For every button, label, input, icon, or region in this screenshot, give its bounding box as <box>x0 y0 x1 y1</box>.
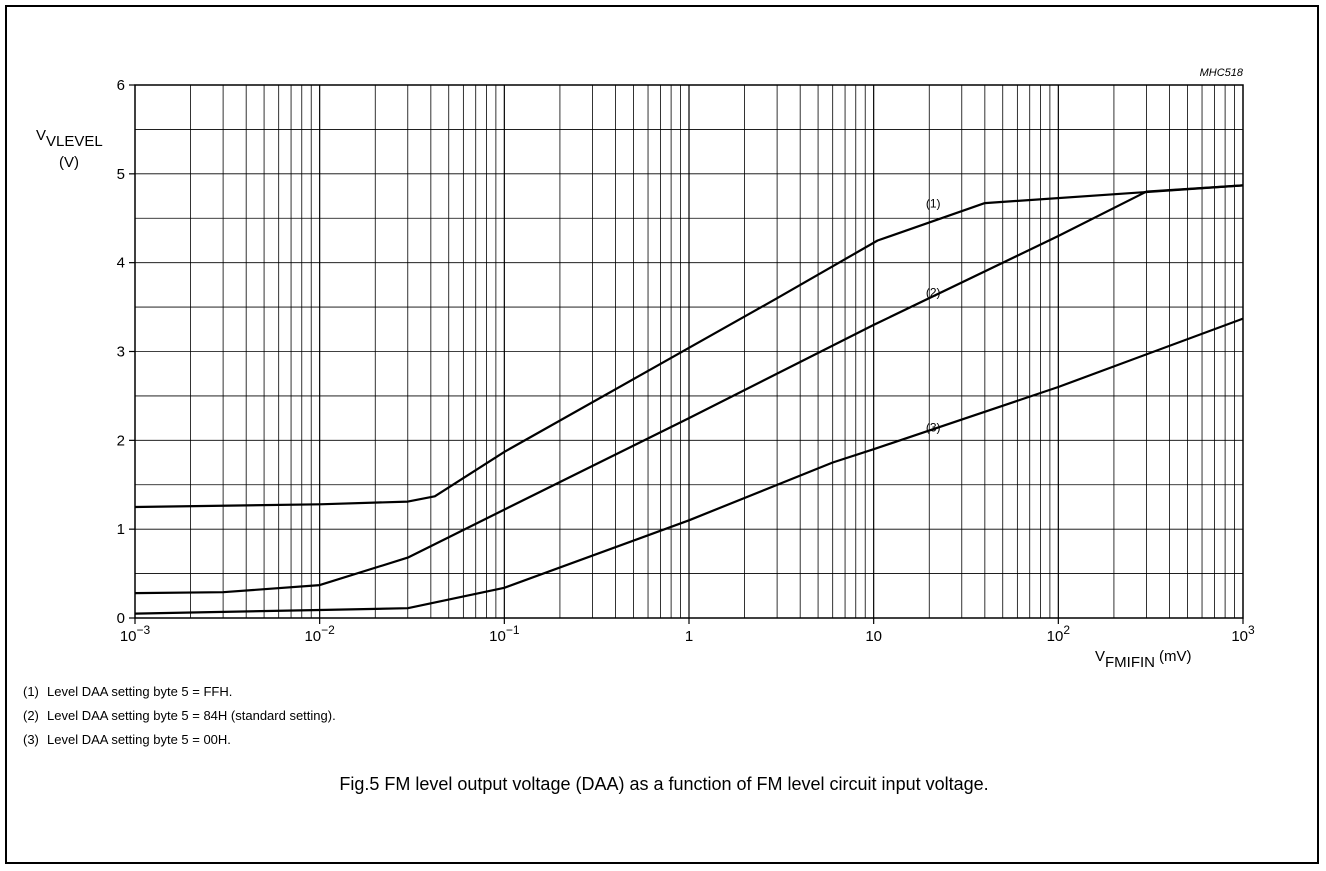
y-tick-label: 3 <box>117 344 125 361</box>
note-1: (1) Level DAA setting byte 5 = FFH. <box>23 680 336 704</box>
x-tick-label: 103 <box>1231 623 1255 645</box>
y-tick-label: 6 <box>117 77 125 94</box>
note-number: (1) <box>23 684 39 699</box>
y-tick-label: 2 <box>117 432 125 449</box>
x-tick-label: 10−3 <box>120 623 151 645</box>
note-number: (2) <box>23 708 39 723</box>
series-line-1 <box>134 184 1244 509</box>
note-3: (3) Level DAA setting byte 5 = 00H. <box>23 728 336 752</box>
figure-caption: Fig.5 FM level output voltage (DAA) as a… <box>339 774 989 794</box>
y-tick-label: 5 <box>117 166 125 183</box>
note-text: Level DAA setting byte 5 = FFH. <box>47 684 233 699</box>
series-label-1: (1) <box>926 197 941 211</box>
x-tick-label: 10 <box>865 628 882 645</box>
note-text: Level DAA setting byte 5 = 00H. <box>47 732 231 747</box>
x-tick-label: 10−1 <box>489 623 520 645</box>
y-tick-label: 4 <box>117 255 125 272</box>
fm-level-chart: 0 1 2 3 4 5 6 10−3 10−2 10−1 1 10 102 103 (1) (2) (3) MH… <box>36 67 1255 671</box>
y-axis-unit: (V) <box>59 154 79 171</box>
note-text: Level DAA setting byte 5 = 84H (standard… <box>47 708 336 723</box>
x-tick-label: 1 <box>685 628 693 645</box>
figure-code: MHC518 <box>1200 67 1244 79</box>
series-line-2 <box>134 184 1244 595</box>
figure-frame: 0 1 2 3 4 5 6 10−3 10−2 10−1 1 10 102 103 (1) (2) (3) MH… <box>5 5 1319 864</box>
series-label-2: (2) <box>926 285 941 299</box>
notes-list: (1) Level DAA setting byte 5 = FFH. (2) Le… <box>23 680 336 752</box>
axes <box>129 84 1244 624</box>
x-tick-label: 10−2 <box>304 623 335 645</box>
x-axis-label: VFMIFIN (mV) <box>1095 648 1192 671</box>
grid <box>135 85 1243 618</box>
y-axis-label: VVLEVEL <box>36 127 103 150</box>
y-tick-label: 1 <box>117 521 125 538</box>
series-line-3 <box>134 317 1244 615</box>
y-tick-label: 0 <box>117 610 125 627</box>
series-label-3: (3) <box>926 420 941 434</box>
note-2: (2) Level DAA setting byte 5 = 84H (stand… <box>23 704 336 728</box>
series-lines <box>134 184 1244 615</box>
note-number: (3) <box>23 732 39 747</box>
chart-text: (1) (2) (3) MHC518 VVLEVEL (V) VFMIFIN (mV) <box>36 67 1244 671</box>
tick-labels: 0 1 2 3 4 5 6 10−3 10−2 10−1 1 10 102 103 <box>117 77 1255 645</box>
x-tick-label: 102 <box>1047 623 1071 645</box>
